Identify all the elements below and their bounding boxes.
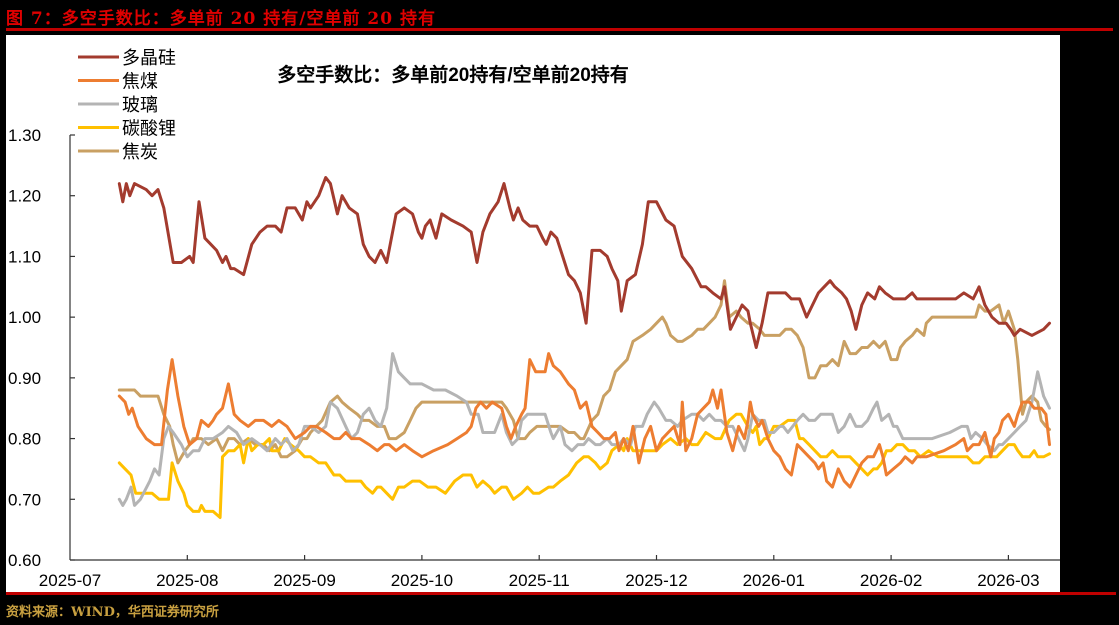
y-tick-label: 0.80 (8, 430, 41, 449)
y-tick-label: 1.00 (8, 308, 41, 327)
legend-item: 多晶硅 (78, 48, 176, 68)
series-line-1 (117, 352, 1051, 489)
x-tick-label: 2026-02 (860, 571, 922, 590)
x-tick-label: 2025-09 (273, 571, 335, 590)
legend-label: 多晶硅 (122, 48, 176, 68)
series-line-0 (117, 176, 1051, 349)
y-tick-label: 0.70 (8, 490, 41, 509)
legend-item: 碳酸锂 (78, 119, 176, 139)
bottom-rule (6, 592, 1116, 595)
legend-item: 焦煤 (78, 72, 158, 92)
series-lines (117, 176, 1051, 519)
x-tick-label: 2025-08 (156, 571, 218, 590)
y-tick-label: 1.10 (8, 247, 41, 266)
series-line-2 (117, 352, 1051, 507)
x-tick-label: 2025-11 (509, 571, 570, 590)
legend-item: 焦炭 (78, 142, 158, 162)
axes: 0.60 0.70 0.80 0.90 1.00 1.10 1.20 1.30 2025-07 2… (8, 126, 1069, 590)
y-tick-label: 1.20 (8, 187, 41, 206)
top-rule (6, 28, 1113, 31)
chart-panel: 多空手数比：多单前20持有/空单前20持有 0.60 0.70 0.80 0.90 1.… (6, 35, 1069, 593)
x-tick-label: 2026-03 (977, 571, 1039, 590)
series-line-3 (117, 412, 1051, 519)
legend-label: 焦炭 (122, 142, 158, 162)
figure-caption: 图 7：多空手数比：多单前 20 持有/空单前 20 持有 (6, 9, 436, 29)
x-tick-label: 2025-07 (39, 571, 101, 590)
legend-label: 玻璃 (122, 95, 158, 115)
y-tick-label: 1.30 (8, 126, 41, 145)
x-tick-label: 2025-12 (625, 571, 687, 590)
x-tick-label: 2026-01 (743, 571, 805, 590)
x-tick-label: 2025-10 (391, 571, 453, 590)
legend-label: 碳酸锂 (122, 119, 176, 139)
y-tick-label: 0.60 (8, 551, 41, 570)
legend-item: 玻璃 (78, 95, 158, 115)
chart-title: 多空手数比：多单前20持有/空单前20持有 (277, 63, 629, 86)
y-tick-label: 0.90 (8, 369, 41, 388)
source-note: 资料来源：WIND，华西证券研究所 (6, 605, 219, 620)
line-chart: 多空手数比：多单前20持有/空单前20持有 0.60 0.70 0.80 0.90 1.… (8, 48, 1069, 590)
legend-label: 焦煤 (122, 72, 158, 92)
